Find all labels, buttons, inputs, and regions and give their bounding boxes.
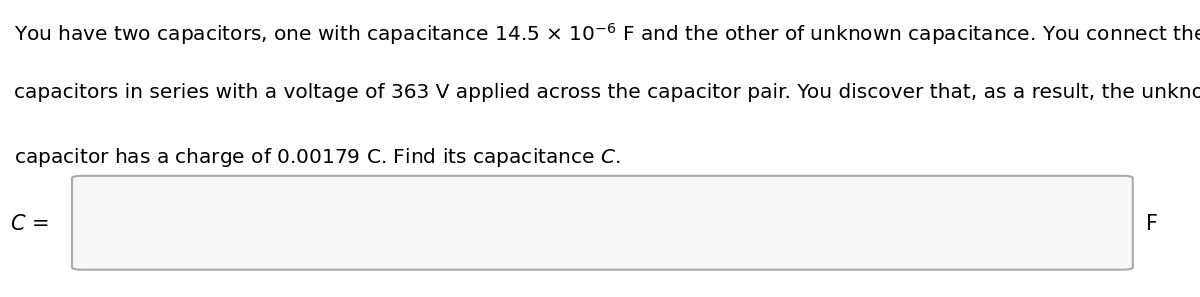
Text: capacitors in series with a voltage of 363 V applied across the capacitor pair. : capacitors in series with a voltage of 3… [14, 83, 1200, 102]
Text: $C$ =: $C$ = [10, 214, 48, 234]
FancyBboxPatch shape [72, 176, 1133, 270]
Text: capacitor has a charge of 0.00179 C. Find its capacitance $C$.: capacitor has a charge of 0.00179 C. Fin… [14, 146, 622, 168]
Text: You have two capacitors, one with capacitance 14.5 × 10$^{-6}$ F and the other o: You have two capacitors, one with capaci… [14, 21, 1200, 47]
Text: F: F [1146, 214, 1158, 234]
